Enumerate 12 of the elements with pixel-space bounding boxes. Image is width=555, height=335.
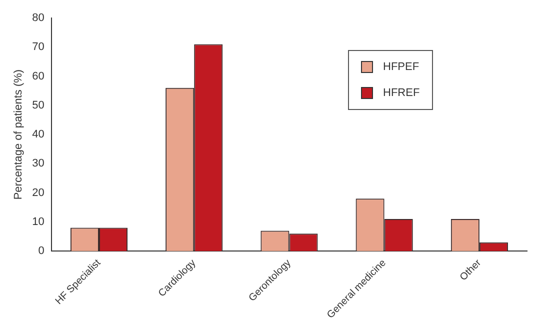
y-tick-label: 40 — [32, 128, 44, 141]
y-tick-label: 30 — [32, 158, 44, 170]
y-tick-label: 0 — [38, 245, 44, 258]
y-tick-label: 80 — [32, 12, 44, 24]
y-tick-label: 60 — [32, 70, 44, 82]
y-tick-label: 50 — [32, 99, 44, 112]
legend-label: HFREF — [383, 87, 420, 99]
legend-label: HFPEF — [383, 61, 420, 73]
y-tick-label: 70 — [32, 41, 44, 54]
y-axis-title: Percentage of patients (%) — [12, 69, 25, 200]
y-tick-label: 10 — [32, 216, 44, 228]
y-tick-label: 20 — [32, 186, 44, 199]
